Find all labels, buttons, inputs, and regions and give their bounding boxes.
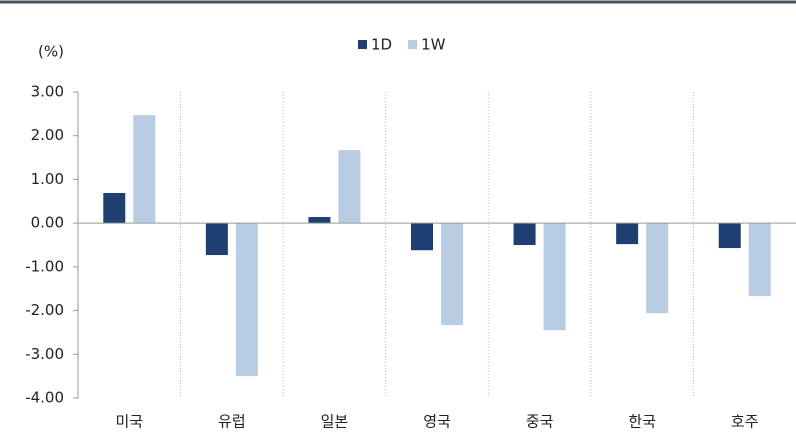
y-tick-label: 0.00 [31, 214, 64, 232]
y-tick-label: 1.00 [31, 170, 64, 188]
bar [616, 223, 639, 245]
y-axis-label: (%) [38, 43, 64, 61]
bar [646, 223, 669, 314]
legend-label: 1D [371, 36, 392, 54]
x-tick-label: 영국 [423, 413, 451, 431]
x-tick-label: 한국 [628, 413, 656, 431]
y-tick-label: 3.00 [31, 83, 64, 101]
y-tick-label: -4.00 [25, 389, 64, 407]
bar [235, 223, 258, 377]
y-tick-label: -3.00 [25, 345, 64, 363]
bar [133, 115, 156, 224]
bar [718, 223, 741, 249]
y-tick-label: 2.00 [31, 126, 64, 144]
bar [205, 223, 228, 256]
bar [543, 223, 566, 331]
y-tick-label: -1.00 [25, 257, 64, 275]
bar [103, 192, 126, 224]
x-tick-label: 일본 [321, 413, 349, 431]
x-tick-label: 호주 [731, 413, 759, 431]
x-tick-label: 중국 [526, 413, 554, 431]
legend-swatch [358, 40, 367, 49]
bar [338, 150, 361, 224]
bar [513, 223, 536, 245]
bar [411, 223, 433, 251]
x-tick-label: 유럽 [218, 413, 246, 431]
y-tick-label: -2.00 [25, 301, 64, 319]
bar [441, 223, 463, 325]
bar [308, 217, 331, 224]
legend-label: 1W [421, 36, 446, 54]
legend-swatch [408, 40, 418, 49]
x-tick-label: 미국 [115, 413, 143, 431]
bar [748, 223, 771, 297]
